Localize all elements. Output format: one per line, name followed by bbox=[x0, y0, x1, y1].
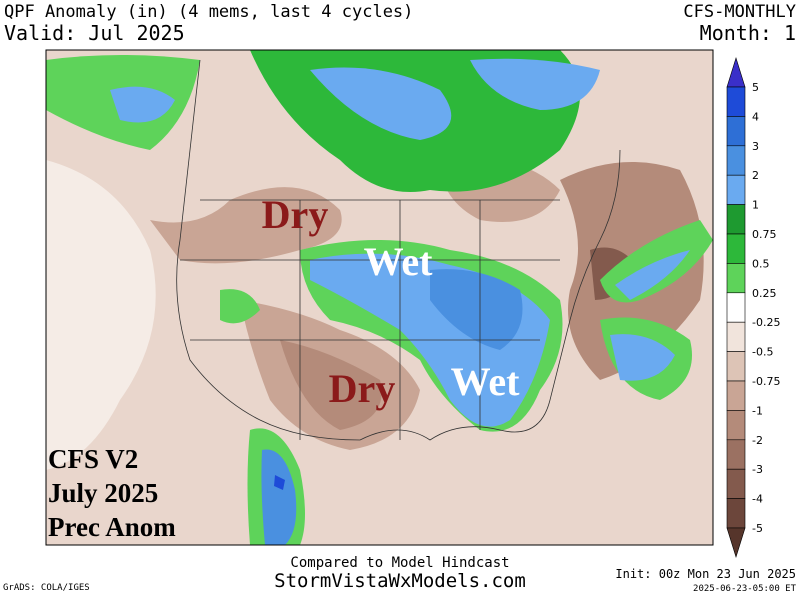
model-name: CFS-MONTHLY bbox=[683, 2, 796, 22]
annotation: Dry bbox=[329, 366, 396, 411]
colorbar-cap bbox=[726, 56, 746, 88]
annotation: Wet bbox=[451, 359, 521, 404]
colorbar-label: 1 bbox=[752, 199, 759, 212]
colorbar-swatch bbox=[726, 380, 746, 411]
footer-site: StormVistaWxModels.com bbox=[274, 570, 526, 592]
colorbar-swatch bbox=[726, 116, 746, 147]
colorbar-swatch bbox=[726, 410, 746, 441]
colorbar: 5 4 3 2 1 0.75 0.5 0.25 -0.25 -0.5 -0.75 -1 -2 -3 -4 -5 bbox=[726, 56, 780, 559]
map-frame bbox=[45, 49, 714, 546]
colorbar-swatch bbox=[726, 204, 746, 235]
annotation: Dry bbox=[262, 192, 329, 237]
colorbar-swatch bbox=[726, 86, 746, 117]
colorbar-swatch bbox=[726, 321, 746, 352]
annotation: Wet bbox=[364, 239, 434, 284]
colorbar-label: -0.25 bbox=[752, 316, 780, 329]
caption-line: CFS V2 bbox=[48, 444, 138, 474]
colorbar-label: -3 bbox=[752, 463, 763, 476]
colorbar-label: -2 bbox=[752, 434, 763, 447]
colorbar-swatch bbox=[726, 145, 746, 176]
colorbar-swatch bbox=[726, 233, 746, 264]
colorbar-swatch bbox=[726, 351, 746, 382]
init-time: Init: 00z Mon 23 Jun 2025 bbox=[615, 567, 796, 581]
timestamp: 2025-06-23-05:00 ET bbox=[693, 584, 797, 594]
colorbar-label: 4 bbox=[752, 110, 759, 123]
colorbar-label: -1 bbox=[752, 404, 763, 417]
footer-note: Compared to Model Hindcast bbox=[290, 555, 509, 571]
credit: GrADS: COLA/IGES bbox=[3, 583, 90, 593]
colorbar-label: 0.75 bbox=[752, 228, 777, 241]
caption: CFS V2 July 2025 Prec Anom bbox=[48, 444, 176, 542]
colorbar-label: 5 bbox=[752, 81, 759, 94]
caption-line: July 2025 bbox=[48, 478, 158, 508]
forecast-month: Month: 1 bbox=[700, 21, 796, 45]
colorbar-swatch bbox=[726, 292, 746, 323]
colorbar-swatch bbox=[726, 263, 746, 294]
colorbar-label: -5 bbox=[752, 522, 763, 535]
colorbar-label: 0.25 bbox=[752, 287, 777, 300]
colorbar-swatch bbox=[726, 468, 746, 499]
colorbar-swatch bbox=[726, 174, 746, 205]
map bbox=[46, 50, 713, 545]
colorbar-cap bbox=[726, 527, 746, 559]
colorbar-label: 3 bbox=[752, 140, 759, 153]
colorbar-swatch bbox=[726, 498, 746, 529]
caption-line: Prec Anom bbox=[48, 512, 176, 542]
colorbar-label: -4 bbox=[752, 493, 763, 506]
colorbar-label: -0.5 bbox=[752, 346, 773, 359]
colorbar-label: -0.75 bbox=[752, 375, 780, 388]
title: QPF Anomaly (in) (4 mems, last 4 cycles) bbox=[4, 2, 413, 22]
colorbar-label: 0.5 bbox=[752, 257, 770, 270]
colorbar-swatch bbox=[726, 439, 746, 470]
colorbar-label: 2 bbox=[752, 169, 759, 182]
valid-time: Valid: Jul 2025 bbox=[4, 21, 185, 45]
